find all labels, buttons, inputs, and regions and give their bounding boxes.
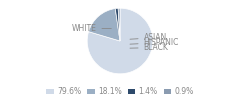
Legend: 79.6%, 18.1%, 1.4%, 0.9%: 79.6%, 18.1%, 1.4%, 0.9%: [46, 87, 194, 96]
Wedge shape: [89, 8, 120, 41]
Text: HISPANIC: HISPANIC: [130, 38, 179, 47]
Wedge shape: [118, 8, 120, 41]
Text: BLACK: BLACK: [130, 43, 168, 52]
Wedge shape: [115, 8, 120, 41]
Text: WHITE: WHITE: [72, 24, 111, 33]
Wedge shape: [87, 8, 153, 74]
Text: ASIAN: ASIAN: [130, 33, 167, 42]
